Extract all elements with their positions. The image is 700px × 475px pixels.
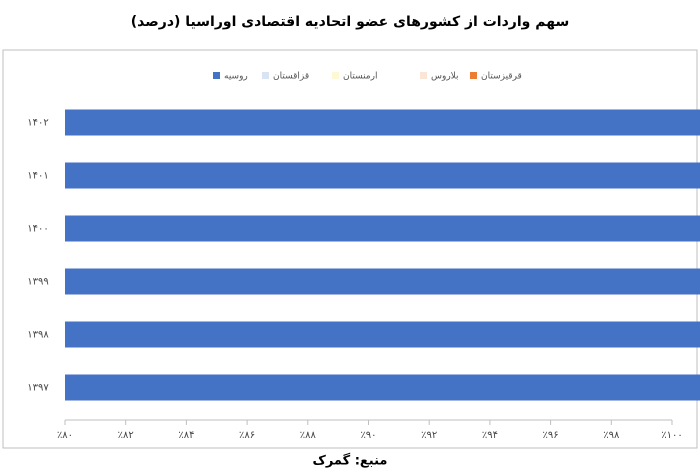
legend-label: قزاقستان: [273, 72, 309, 82]
source: منبع: گمرک: [313, 453, 388, 469]
bar-segment: [65, 268, 700, 295]
y-tick-label: ۱۳۹۸: [27, 330, 49, 341]
y-tick-label: ۱۴۰۰: [27, 224, 48, 235]
x-tick-label: ٪۹۸: [603, 430, 620, 441]
y-tick-label: ۱۴۰۱: [27, 171, 48, 182]
x-tick-label: ٪۸۸: [300, 430, 317, 441]
y-tick-label: ۱۳۹۷: [27, 383, 49, 394]
x-tick-label: ٪۹۴: [482, 430, 498, 441]
y-tick-label: ۱۳۹۹: [27, 277, 48, 288]
legend-label: روسیه: [224, 72, 248, 82]
bar-segment: [65, 215, 700, 242]
legend-label: ارمنستان: [343, 72, 377, 82]
y-tick-label: ۱۴۰۲: [27, 118, 48, 129]
legend-swatch: [262, 72, 269, 79]
legend-swatch: [470, 72, 477, 79]
x-tick-label: ٪۸۶: [239, 430, 255, 441]
legend-swatch: [213, 72, 220, 79]
legend-label: بلاروس: [431, 72, 459, 82]
legend-swatch: [332, 72, 339, 79]
x-tick-label: ٪۹۲: [421, 430, 437, 441]
x-tick-label: ٪۸۲: [118, 430, 134, 441]
x-tick-label: ٪۹۶: [543, 430, 559, 441]
bar-segment: [65, 374, 700, 401]
bar-segment: [65, 109, 700, 136]
x-tick-label: ٪۸۴: [178, 430, 194, 441]
bar-segment: [65, 162, 700, 189]
chart-title: سهم واردات از کشورهای عضو اتحادیه اقتصاد…: [131, 14, 569, 30]
x-tick-label: ٪۹۰: [360, 430, 376, 441]
bar-segment: [65, 321, 700, 348]
x-tick-label: ٪۱۰۰: [661, 430, 682, 441]
plot-frame: [2, 49, 698, 449]
legend-swatch: [420, 72, 427, 79]
x-tick-label: ٪۸۰: [57, 430, 73, 441]
legend-label: قرقیزستان: [481, 72, 522, 82]
